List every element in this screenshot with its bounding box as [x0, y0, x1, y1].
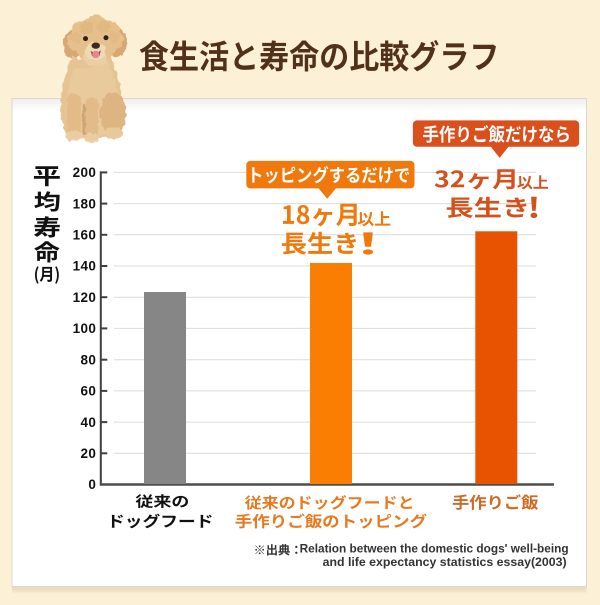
svg-text:140: 140 [73, 259, 97, 274]
svg-text:40: 40 [80, 415, 96, 430]
svg-text:120: 120 [73, 290, 97, 305]
svg-text:0: 0 [88, 477, 96, 492]
svg-text:80: 80 [80, 352, 96, 367]
svg-text:180: 180 [73, 196, 97, 211]
svg-text:100: 100 [73, 321, 97, 336]
svg-text:200: 200 [73, 165, 97, 180]
svg-text:160: 160 [73, 228, 97, 243]
svg-text:20: 20 [80, 446, 96, 461]
svg-text:60: 60 [80, 384, 96, 399]
svg-text:and life expectancy statistics: and life expectancy statistics essay(200… [323, 555, 567, 569]
svg-text:Relation between the domestic: Relation between the domestic dogs' well… [300, 542, 569, 556]
